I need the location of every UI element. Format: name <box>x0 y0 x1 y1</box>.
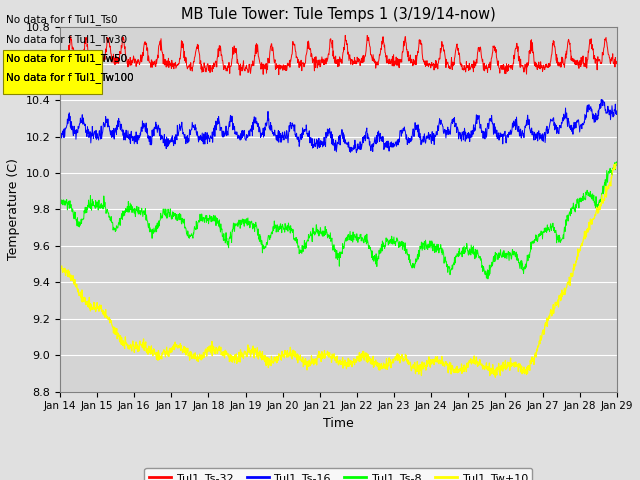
Text: No data for f Tul1_Ts0: No data for f Tul1_Ts0 <box>6 14 118 25</box>
Text: No data for f Tul1_Tw100: No data for f Tul1_Tw100 <box>6 72 134 83</box>
Y-axis label: Temperature (C): Temperature (C) <box>7 158 20 260</box>
Title: MB Tule Tower: Tule Temps 1 (3/19/14-now): MB Tule Tower: Tule Temps 1 (3/19/14-now… <box>181 7 496 22</box>
X-axis label: Time: Time <box>323 417 354 430</box>
Text: No data for f Tul1_Tw50: No data for f Tul1_Tw50 <box>6 53 127 64</box>
Text: No data for f Tul1_Tw30: No data for f Tul1_Tw30 <box>6 34 127 45</box>
Legend: Tul1_Ts-32, Tul1_Ts-16, Tul1_Ts-8, Tul1_Tw+10: Tul1_Ts-32, Tul1_Ts-16, Tul1_Ts-8, Tul1_… <box>145 468 532 480</box>
Text: No data for f Tul1_Tw50: No data for f Tul1_Tw50 <box>6 53 127 64</box>
Text: No data for f Tul1_Tw100: No data for f Tul1_Tw100 <box>6 72 134 83</box>
